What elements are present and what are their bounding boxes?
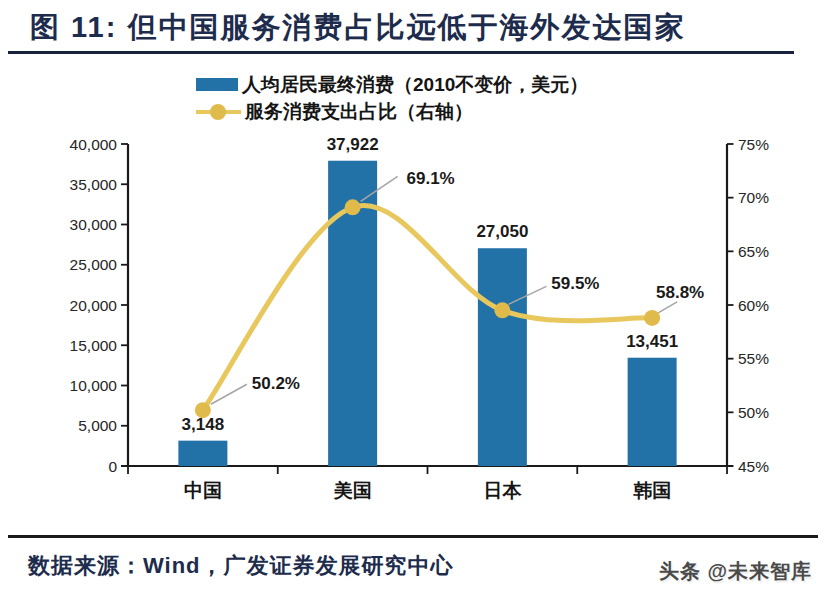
right-axis-tick-label: 65%	[738, 243, 769, 260]
left-axis-tick-label: 30,000	[70, 216, 118, 233]
line-point-label-2: 59.5%	[551, 274, 599, 293]
bar-value-label-2: 27,050	[476, 222, 528, 241]
line-point-label-0: 50.2%	[252, 374, 300, 393]
footer-divider	[8, 535, 818, 538]
category-label: 中国	[184, 480, 222, 501]
left-axis-tick-label: 35,000	[70, 176, 118, 193]
line-marker-1	[345, 199, 361, 215]
chart-canvas: 0 5,000 10,000 15,000 20,000 25,000 30,000 35,0…	[0, 0, 826, 597]
bar-value-label-1: 37,922	[327, 135, 379, 154]
line-point-label-3: 58.8%	[656, 283, 704, 302]
watermark-text: 头条 @未来智库	[659, 558, 812, 585]
line-marker-3	[644, 310, 660, 326]
line-marker-0	[195, 402, 211, 418]
bar-2	[478, 248, 527, 466]
bar-0	[178, 441, 227, 466]
left-axis-tick-label: 20,000	[70, 297, 118, 314]
left-axis-tick-label: 15,000	[70, 337, 118, 354]
line-marker-2	[494, 302, 510, 318]
bar-value-label-3: 13,451	[626, 332, 678, 351]
figure: 图 11: 但中国服务消费占比远低于海外发达国家 人均居民最终消费（2010不变…	[0, 0, 826, 597]
callout-line-3	[658, 302, 677, 313]
bar-3	[628, 358, 677, 466]
category-label: 日本	[483, 480, 522, 501]
right-axis-tick-label: 55%	[738, 350, 769, 367]
line-point-label-1: 69.1%	[407, 169, 455, 188]
right-axis-tick-label: 50%	[738, 404, 769, 421]
right-axis-tick-label: 60%	[738, 297, 769, 314]
right-axis-tick-label: 45%	[738, 458, 769, 475]
left-axis-tick-label: 0	[108, 458, 117, 475]
data-source-text: 数据来源：Wind，广发证券发展研究中心	[28, 551, 454, 581]
right-axis-tick-label: 70%	[738, 189, 769, 206]
left-axis-tick-label: 10,000	[70, 377, 118, 394]
right-axis-tick-label: 75%	[738, 136, 769, 153]
left-axis-tick-label: 25,000	[70, 256, 118, 273]
left-axis-tick-label: 5,000	[78, 417, 117, 434]
category-label: 美国	[333, 480, 372, 501]
category-label: 韩国	[633, 480, 671, 501]
left-axis-tick-label: 40,000	[70, 136, 118, 153]
